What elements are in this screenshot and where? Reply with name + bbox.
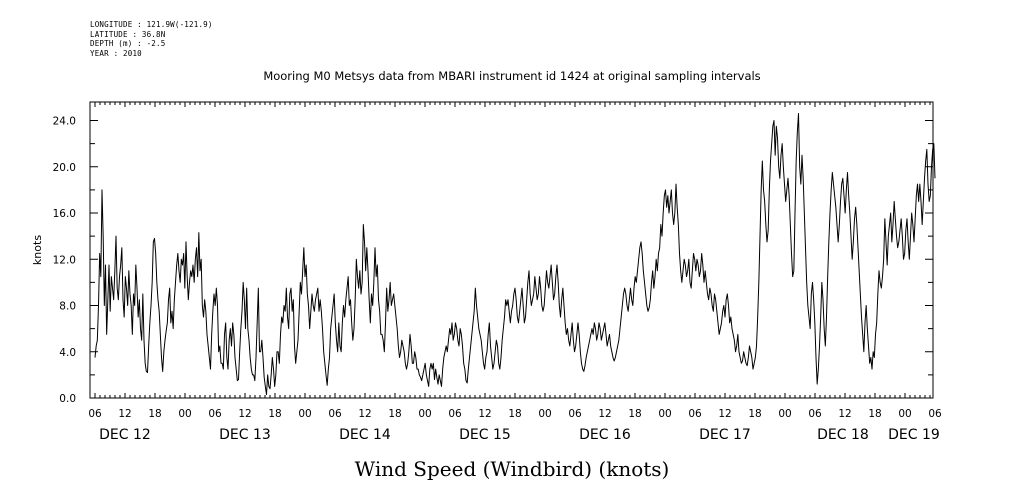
y-tick-label: 24.0	[53, 116, 76, 128]
day-label: DEC 14	[339, 427, 391, 443]
x-tick-label: 12	[598, 408, 611, 420]
y-tick-label: 20.0	[53, 162, 76, 174]
wind-speed-series-line	[94, 113, 936, 396]
plot-frame	[89, 101, 934, 399]
x-tick-label: 06	[448, 408, 462, 420]
x-tick-label: 18	[148, 408, 161, 420]
day-label: DEC 15	[459, 427, 511, 443]
x-tick-label: 06	[328, 408, 342, 420]
x-tick-label: 06	[88, 408, 102, 420]
x-tick-label: 18	[508, 408, 521, 420]
x-tick-label: 18	[628, 408, 641, 420]
x-tick-label: 00	[298, 408, 311, 420]
x-tick-label: 18	[868, 408, 881, 420]
depth-text: DEPTH (m) : -2.5	[90, 39, 166, 48]
x-tick-label: 18	[388, 408, 401, 420]
x-tick-label: 06	[808, 408, 822, 420]
x-tick-label: 12	[838, 408, 851, 420]
metadata-block: LONGITUDE : 121.9W(-121.9) LATITUDE : 36…	[90, 20, 213, 58]
y-tick-label: 16.0	[53, 208, 76, 220]
x-tick-labels: 06 12 18 00 06 12 18 00 06 12 18 00 06 12 18 00 06 12 18 00…	[88, 408, 942, 420]
y-tick-label: 4.0	[59, 347, 76, 359]
tick-marks	[89, 102, 933, 399]
day-labels: DEC 12 DEC 13 DEC 14 DEC 15 DEC 16 DEC 17 DEC …	[99, 427, 940, 443]
day-label: DEC 19	[888, 427, 940, 443]
x-tick-label: 00	[898, 408, 911, 420]
y-tick-labels: 0.0 4.0 8.0 12.0 16.0 20.0 24.0	[53, 116, 76, 406]
y-tick-label: 12.0	[53, 254, 76, 266]
x-tick-label: 06	[928, 408, 942, 420]
y-tick-label: 8.0	[59, 301, 76, 313]
x-axis-caption: Wind Speed (Windbird) (knots)	[355, 457, 670, 481]
x-tick-label: 00	[658, 408, 671, 420]
latitude-text: LATITUDE : 36.8N	[90, 29, 166, 39]
x-tick-label: 06	[568, 408, 582, 420]
x-tick-label: 06	[688, 408, 702, 420]
day-label: DEC 18	[817, 427, 869, 443]
x-tick-label: 00	[178, 408, 191, 420]
x-tick-label: 18	[268, 408, 281, 420]
y-axis-label: knots	[31, 235, 44, 265]
y-tick-label: 0.0	[59, 393, 76, 405]
x-tick-label: 00	[418, 408, 431, 420]
x-tick-label: 18	[748, 408, 761, 420]
day-label: DEC 16	[579, 427, 631, 443]
chart-title: Mooring M0 Metsys data from MBARI instru…	[263, 69, 760, 83]
day-label: DEC 13	[219, 427, 271, 443]
x-tick-label: 12	[358, 408, 371, 420]
longitude-text: LONGITUDE : 121.9W(-121.9)	[90, 20, 213, 29]
x-tick-label: 06	[208, 408, 222, 420]
x-tick-label: 12	[478, 408, 491, 420]
x-tick-label: 00	[538, 408, 551, 420]
day-label: DEC 12	[99, 427, 151, 443]
x-tick-label: 00	[778, 408, 791, 420]
day-label: DEC 17	[699, 427, 751, 443]
x-tick-label: 12	[118, 408, 131, 420]
x-tick-label: 12	[238, 408, 251, 420]
year-text: YEAR : 2010	[90, 48, 142, 58]
x-tick-label: 12	[718, 408, 731, 420]
